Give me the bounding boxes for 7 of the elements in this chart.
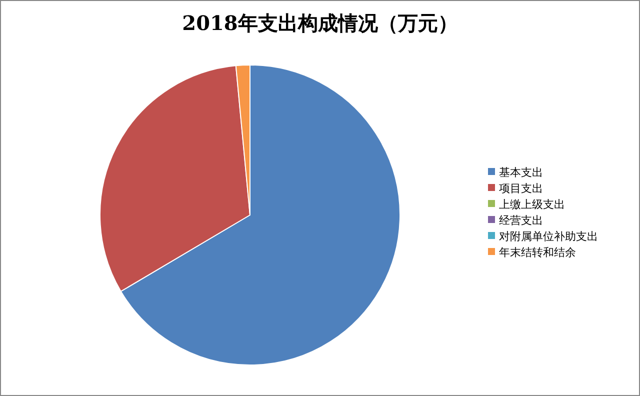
legend-label: 对附属单位补助支出 xyxy=(499,230,598,243)
legend-label: 年末结转和结余 xyxy=(499,246,576,259)
chart-title: 2018年支出构成情况（万元） xyxy=(182,11,458,35)
legend-label: 上缴上级支出 xyxy=(499,198,565,211)
legend-label: 基本支出 xyxy=(499,166,543,179)
legend-label: 经营支出 xyxy=(499,214,543,227)
legend-label: 项目支出 xyxy=(499,182,543,195)
